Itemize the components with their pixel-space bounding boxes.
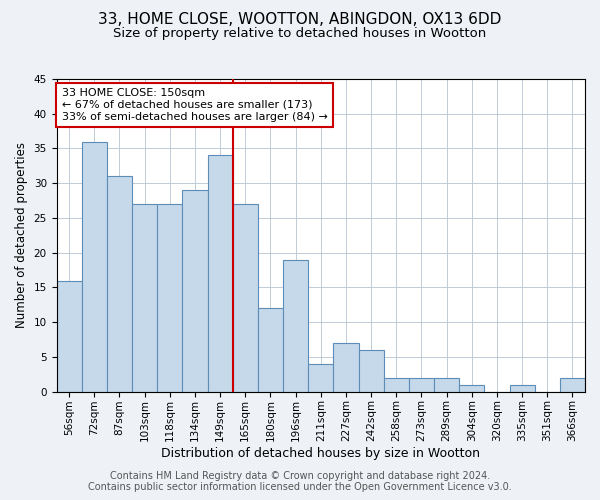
- Bar: [560, 378, 585, 392]
- Y-axis label: Number of detached properties: Number of detached properties: [15, 142, 28, 328]
- Text: Contains HM Land Registry data © Crown copyright and database right 2024.
Contai: Contains HM Land Registry data © Crown c…: [88, 471, 512, 492]
- Bar: [409, 378, 434, 392]
- Bar: [182, 190, 208, 392]
- Bar: [56, 280, 82, 392]
- Bar: [434, 378, 459, 392]
- Bar: [283, 260, 308, 392]
- Bar: [82, 142, 107, 392]
- Bar: [383, 378, 409, 392]
- Bar: [459, 384, 484, 392]
- Bar: [157, 204, 182, 392]
- Bar: [233, 204, 258, 392]
- Bar: [132, 204, 157, 392]
- Text: 33 HOME CLOSE: 150sqm
← 67% of detached houses are smaller (173)
33% of semi-det: 33 HOME CLOSE: 150sqm ← 67% of detached …: [62, 88, 328, 122]
- Bar: [509, 384, 535, 392]
- Bar: [334, 343, 359, 392]
- Bar: [107, 176, 132, 392]
- Text: Size of property relative to detached houses in Wootton: Size of property relative to detached ho…: [113, 28, 487, 40]
- Bar: [208, 156, 233, 392]
- Bar: [308, 364, 334, 392]
- Bar: [258, 308, 283, 392]
- Bar: [359, 350, 383, 392]
- X-axis label: Distribution of detached houses by size in Wootton: Distribution of detached houses by size …: [161, 447, 480, 460]
- Text: 33, HOME CLOSE, WOOTTON, ABINGDON, OX13 6DD: 33, HOME CLOSE, WOOTTON, ABINGDON, OX13 …: [98, 12, 502, 28]
